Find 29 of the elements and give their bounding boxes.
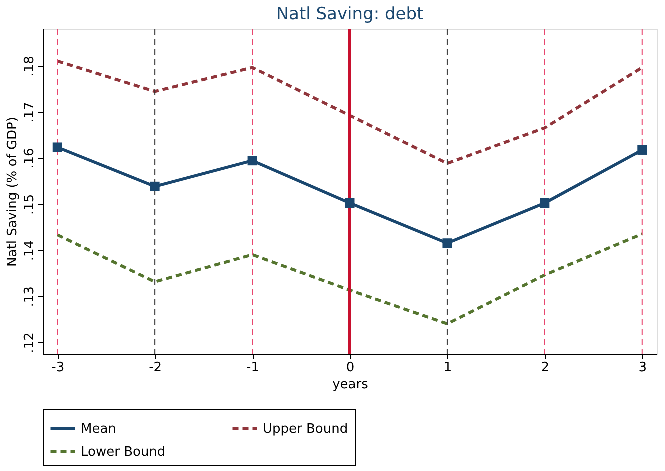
- legend-label: Upper Bound: [263, 422, 348, 437]
- legend-label: Lower Bound: [81, 445, 166, 460]
- x-tick-label: -1: [246, 360, 260, 376]
- y-tick-label: .16: [22, 148, 38, 169]
- legend-label: Mean: [81, 422, 116, 437]
- y-tick-label: .17: [22, 102, 38, 123]
- x-tick-label: -3: [52, 360, 65, 376]
- point: [345, 198, 355, 208]
- y-tick-label: .14: [22, 240, 38, 262]
- y-tick-label: .15: [22, 194, 38, 216]
- y-axis-title: Natl Saving (% of GDP): [6, 117, 20, 267]
- line-series: [56, 60, 644, 166]
- x-axis-title: years: [332, 378, 369, 392]
- point: [150, 182, 160, 192]
- y-tick-label: .12: [22, 332, 38, 354]
- x-tick-label: 1: [444, 360, 452, 376]
- x-tick-label: 3: [638, 360, 648, 376]
- x-tick-label: 0: [346, 360, 355, 376]
- point: [442, 238, 452, 248]
- x-tick-label: 2: [541, 360, 550, 376]
- chart-title: Natl Saving: debt: [276, 4, 424, 24]
- line-series: [56, 232, 644, 326]
- point: [540, 198, 550, 208]
- y-tick-label: .18: [22, 56, 38, 77]
- point: [638, 146, 648, 155]
- x-tick-label: -2: [149, 360, 162, 376]
- y-tick-label: .13: [22, 286, 38, 308]
- point: [248, 156, 258, 166]
- point: [52, 142, 62, 152]
